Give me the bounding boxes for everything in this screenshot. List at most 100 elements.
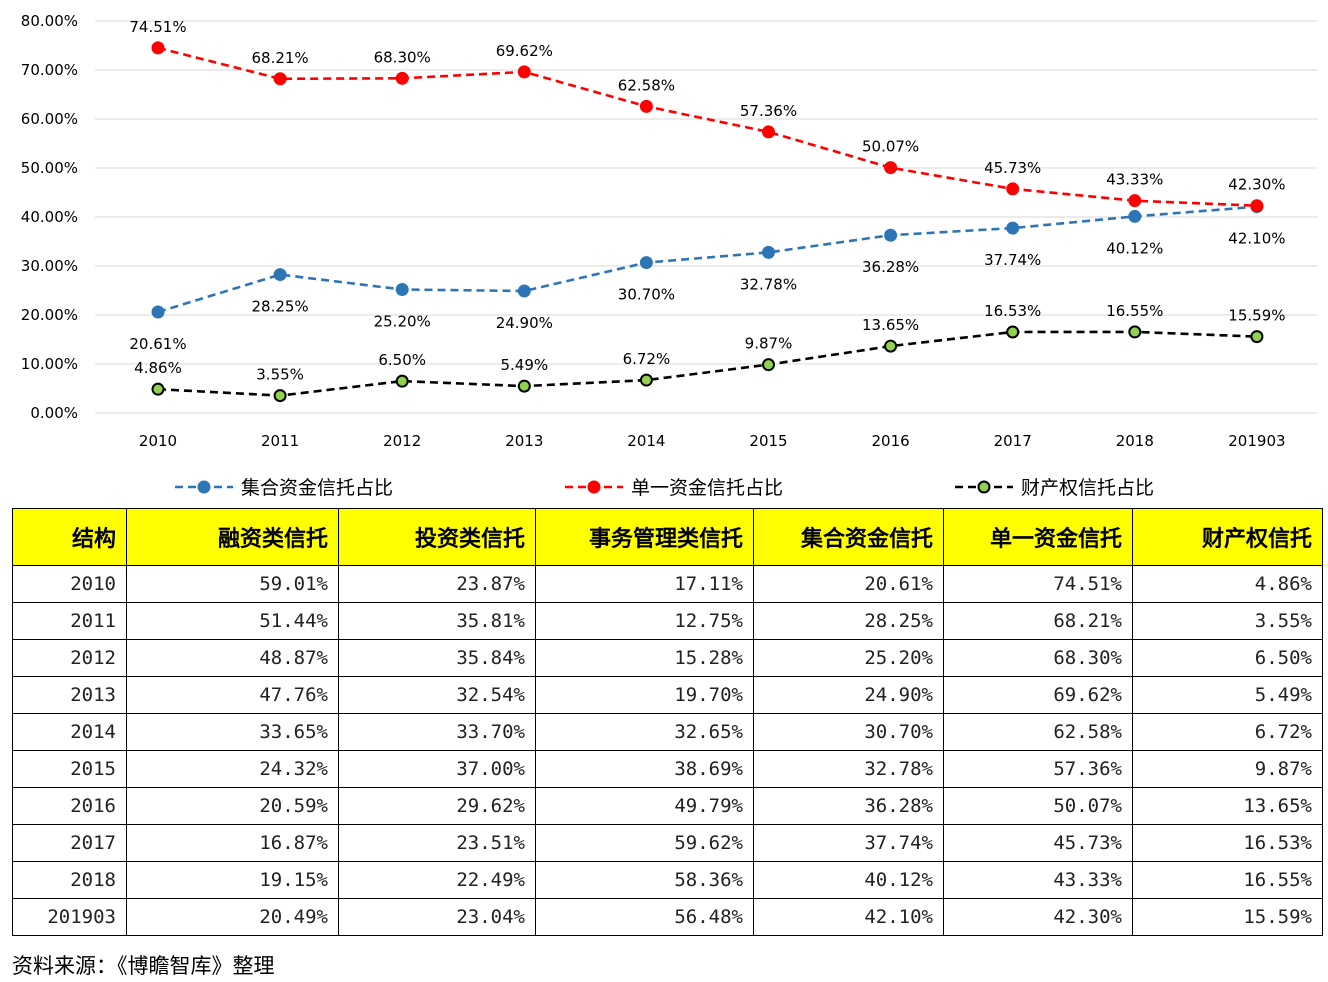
legend-label: 集合资金信托占比 [241, 477, 393, 499]
data-point [151, 382, 165, 396]
table-cell: 2018 [12, 861, 127, 899]
data-label: 16.53% [984, 302, 1041, 320]
table-row: 201903 20.49% 23.04% 56.48% 42.10% 42.30% 15.5… [12, 898, 1323, 936]
data-label: 32.78% [740, 275, 797, 293]
table-cell: 43.33% [943, 861, 1133, 899]
table-cell: 56.48% [535, 898, 754, 936]
table-cell: 22.49% [338, 861, 536, 899]
data-table: 结构 融资类信托 投资类信托 事务管理类信托 集合资金信托 单一资金信托 财产权… [12, 508, 1323, 936]
data-point [517, 65, 531, 79]
data-label: 42.30% [1228, 176, 1285, 194]
data-point [395, 283, 409, 297]
table-cell: 51.44% [126, 602, 339, 640]
table-cell: 24.32% [126, 750, 339, 788]
y-tick-label: 30.00% [21, 257, 78, 275]
data-label: 68.30% [374, 48, 431, 66]
table-cell: 36.28% [753, 787, 944, 825]
data-label: 28.25% [251, 298, 308, 316]
table-row: 2017 16.87% 23.51% 59.62% 37.74% 45.73% 16.53% [12, 824, 1323, 862]
table-header-row: 结构 融资类信托 投资类信托 事务管理类信托 集合资金信托 单一资金信托 财产权… [12, 508, 1323, 566]
data-label: 42.10% [1228, 230, 1285, 248]
table-cell: 33.70% [338, 713, 536, 751]
data-point [762, 358, 775, 372]
header-cell: 结构 [12, 508, 127, 566]
table-cell: 3.55% [1132, 602, 1323, 640]
table-cell: 24.90% [753, 676, 944, 714]
table-cell: 23.87% [338, 565, 536, 603]
table-cell: 2016 [12, 787, 127, 825]
data-label: 5.49% [500, 356, 548, 374]
data-label: 50.07% [862, 138, 919, 156]
table-row: 2016 20.59% 29.62% 49.79% 36.28% 50.07% 13.65% [12, 787, 1323, 825]
x-tick-label: 2012 [383, 432, 421, 450]
table-cell: 16.55% [1132, 861, 1323, 899]
table-cell: 33.65% [126, 713, 339, 751]
x-tick-label: 2015 [749, 432, 787, 450]
data-point [1006, 325, 1020, 339]
data-point [395, 71, 409, 85]
table-cell: 2013 [12, 676, 127, 714]
table-cell: 17.11% [535, 565, 754, 603]
data-label: 9.87% [745, 335, 793, 353]
table-row: 2014 33.65% 33.70% 32.65% 30.70% 62.58% 6.72% [12, 713, 1323, 751]
data-label: 25.20% [374, 313, 431, 331]
table-cell: 5.49% [1132, 676, 1323, 714]
table-cell: 19.15% [126, 861, 339, 899]
table-cell: 6.72% [1132, 713, 1323, 751]
y-tick-label: 80.00% [21, 12, 78, 30]
data-point [151, 305, 165, 319]
data-point [273, 268, 287, 282]
table-cell: 49.79% [535, 787, 754, 825]
table-cell: 20.49% [126, 898, 339, 936]
header-cell: 融资类信托 [126, 508, 339, 566]
data-label: 6.72% [623, 350, 671, 368]
table-cell: 2015 [12, 750, 127, 788]
x-tick-label: 2011 [261, 432, 299, 450]
source-note: 资料来源：《博瞻智库》整理 [12, 954, 275, 978]
table-cell: 35.84% [338, 639, 536, 677]
header-cell: 集合资金信托 [753, 508, 944, 566]
header-cell: 财产权信托 [1132, 508, 1323, 566]
table-cell: 68.30% [943, 639, 1133, 677]
table-cell: 13.65% [1132, 787, 1323, 825]
table-cell: 58.36% [535, 861, 754, 899]
table-cell: 15.59% [1132, 898, 1323, 936]
table-cell: 50.07% [943, 787, 1133, 825]
legend-label: 财产权信托占比 [1021, 477, 1154, 499]
x-tick-label: 2013 [505, 432, 543, 450]
table-cell: 37.74% [753, 824, 944, 862]
data-label: 36.28% [862, 258, 919, 276]
data-point [639, 373, 653, 387]
data-label: 68.21% [251, 49, 308, 67]
y-tick-label: 40.00% [21, 208, 78, 226]
data-point [151, 41, 165, 55]
data-label: 43.33% [1106, 171, 1163, 189]
data-point [884, 161, 898, 175]
data-point [1006, 221, 1020, 235]
table-row: 2013 47.76% 32.54% 19.70% 24.90% 69.62% 5.49% [12, 676, 1323, 714]
table-cell: 42.30% [943, 898, 1133, 936]
y-tick-label: 20.00% [21, 306, 78, 324]
data-label: 69.62% [496, 42, 553, 60]
data-label: 3.55% [256, 366, 304, 384]
table-cell: 201903 [12, 898, 127, 936]
line-chart: 0.00% 10.00% 20.00% 30.00% 40.00% 50.00% 60.00… [21, 12, 1318, 499]
data-point [1128, 194, 1142, 208]
data-point [639, 99, 653, 113]
table-cell: 15.28% [535, 639, 754, 677]
header-cell: 事务管理类信托 [535, 508, 754, 566]
data-label: 57.36% [740, 102, 797, 120]
table-cell: 74.51% [943, 565, 1133, 603]
data-point [273, 389, 287, 403]
table-cell: 59.62% [535, 824, 754, 862]
table-cell: 38.69% [535, 750, 754, 788]
table-cell: 19.70% [535, 676, 754, 714]
data-point [762, 245, 775, 259]
table-row: 2011 51.44% 35.81% 12.75% 28.25% 68.21% 3.55% [12, 602, 1323, 640]
table-cell: 2011 [12, 602, 127, 640]
data-point [273, 72, 287, 86]
data-point [1128, 209, 1142, 223]
table-cell: 2014 [12, 713, 127, 751]
data-label: 45.73% [984, 159, 1041, 177]
data-point [1250, 330, 1264, 344]
